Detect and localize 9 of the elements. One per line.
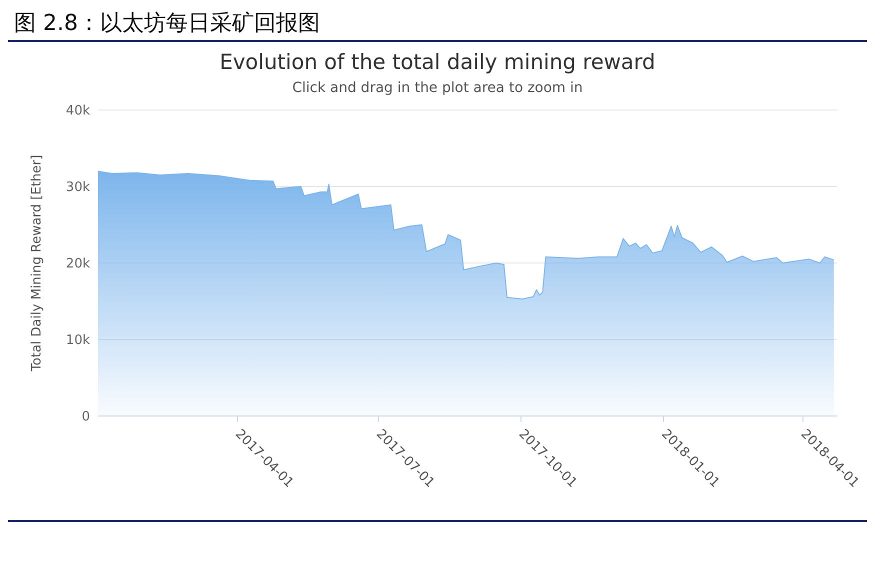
chart-title: Evolution of the total daily mining reward <box>218 50 656 74</box>
caption: 图 2.8：以太坊每日采矿回报图 <box>8 8 867 42</box>
chart-subtitle: Click and drag in the plot area to zoom in <box>291 80 584 96</box>
y-tick-label: 40k <box>66 104 90 119</box>
y-tick-label: 20k <box>66 256 90 272</box>
y-tick-label: 30k <box>66 180 90 196</box>
y-axis-title: Total Daily Mining Reward [Ether] <box>30 154 45 372</box>
y-tick-label: 0 <box>82 410 90 425</box>
y-tick-label: 10k <box>66 333 90 348</box>
